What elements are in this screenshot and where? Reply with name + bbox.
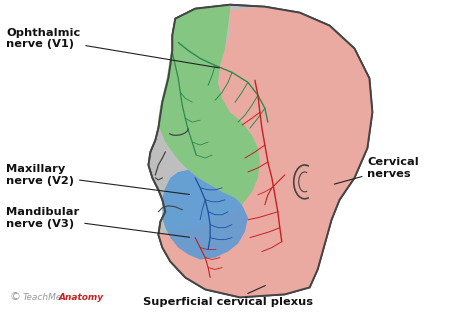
Text: Anatomy: Anatomy bbox=[59, 293, 104, 302]
Text: TeachMe: TeachMe bbox=[23, 293, 63, 302]
Polygon shape bbox=[148, 5, 373, 297]
Text: ©: © bbox=[9, 292, 20, 302]
Text: Cervical
nerves: Cervical nerves bbox=[334, 157, 419, 184]
Polygon shape bbox=[162, 170, 248, 260]
Text: Maxillary
nerve (V2): Maxillary nerve (V2) bbox=[6, 164, 190, 194]
Text: Mandibular
nerve (V3): Mandibular nerve (V3) bbox=[6, 207, 190, 237]
Polygon shape bbox=[158, 7, 373, 297]
Text: Ophthalmic
nerve (V1): Ophthalmic nerve (V1) bbox=[6, 28, 219, 68]
Text: Superficial cervical plexus: Superficial cervical plexus bbox=[143, 285, 313, 307]
Polygon shape bbox=[158, 5, 260, 205]
